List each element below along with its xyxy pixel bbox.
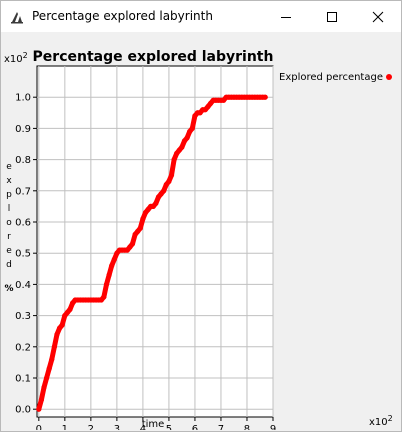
data-point	[106, 272, 112, 278]
window-title: Percentage explored labyrinth	[32, 9, 213, 23]
x-tick-label: 2	[88, 424, 94, 430]
close-icon	[372, 11, 384, 22]
x-tick-label: 6	[192, 424, 198, 430]
data-point	[262, 94, 268, 100]
y-tick-label: 1.0	[15, 93, 31, 104]
data-point	[38, 397, 45, 403]
data-point	[166, 178, 172, 184]
x-tick-label: 5	[166, 424, 172, 430]
data-point	[101, 294, 107, 300]
y-tick-labels: 0.0 0.1 0.2 0.3 0.4 0.5 0.6 0.7 0.8 0.9 1.0	[15, 93, 31, 416]
chart-title: Percentage explored labyrinth	[33, 49, 274, 65]
data-point	[111, 256, 117, 262]
x-tick-label: 1	[62, 424, 68, 430]
chart-grid	[33, 66, 274, 421]
y-scale-exp: 2	[23, 51, 28, 60]
data-point	[153, 200, 159, 206]
data-point	[103, 281, 110, 287]
plot-area	[36, 65, 274, 418]
chart-series	[36, 94, 268, 412]
x-scale-base: x10	[369, 417, 388, 428]
y-tick-label: 0.9	[15, 124, 31, 135]
y-tick-label: 0.7	[15, 186, 31, 197]
y-tick-label: 0.8	[15, 155, 31, 166]
maximize-button[interactable]	[309, 1, 355, 32]
java-app-icon	[11, 12, 23, 24]
y-tick-label: 0.2	[15, 342, 31, 353]
minimize-button[interactable]	[263, 1, 309, 32]
data-point	[46, 366, 52, 372]
data-point	[54, 331, 60, 337]
x-scale-factor: x102	[369, 414, 393, 428]
close-button[interactable]	[355, 1, 401, 32]
y-scale-base: x10	[4, 54, 23, 65]
y-axis-label: e x p l o r e d%	[4, 162, 13, 294]
minimize-icon	[281, 16, 291, 18]
y-tick-label: 0.5	[15, 249, 31, 260]
data-point	[109, 263, 115, 269]
y-tick-label: 0.0	[15, 405, 31, 416]
x-scale-exp: 2	[388, 414, 393, 423]
data-point	[59, 322, 65, 328]
data-point	[168, 172, 175, 178]
legend-marker	[386, 74, 392, 80]
data-point	[67, 306, 73, 312]
data-point	[171, 157, 177, 163]
data-point	[137, 225, 143, 231]
data-point	[51, 344, 58, 350]
y-tick-label: 0.4	[15, 280, 31, 291]
data-point	[49, 356, 55, 362]
x-tick-label: 8	[244, 424, 250, 430]
data-point	[179, 144, 185, 150]
data-point	[129, 241, 136, 247]
data-point	[41, 384, 47, 390]
y-scale-factor: x102	[4, 51, 28, 65]
y-tick-label: 0.1	[15, 374, 31, 385]
y-tick-label: 0.3	[15, 311, 31, 322]
data-point	[161, 188, 167, 194]
data-point	[44, 375, 50, 381]
x-tick-labels: 0 1 2 3 4 5 6 7 8 9	[36, 424, 277, 430]
x-axis-label: time	[142, 419, 165, 430]
data-point	[140, 216, 146, 222]
maximize-icon	[327, 11, 337, 22]
x-tick-label: 4	[140, 424, 146, 430]
x-tick-label: 0	[36, 424, 42, 430]
data-point	[189, 125, 195, 131]
x-tick-label: 7	[218, 424, 224, 430]
legend-label: Explored percentage	[279, 72, 383, 83]
data-point	[36, 406, 42, 412]
title-bar[interactable]: Percentage explored labyrinth	[1, 1, 401, 32]
x-tick-label: 3	[114, 424, 120, 430]
data-point	[184, 135, 190, 141]
x-tick-label: 9	[270, 424, 276, 430]
y-tick-label: 0.6	[15, 218, 31, 229]
